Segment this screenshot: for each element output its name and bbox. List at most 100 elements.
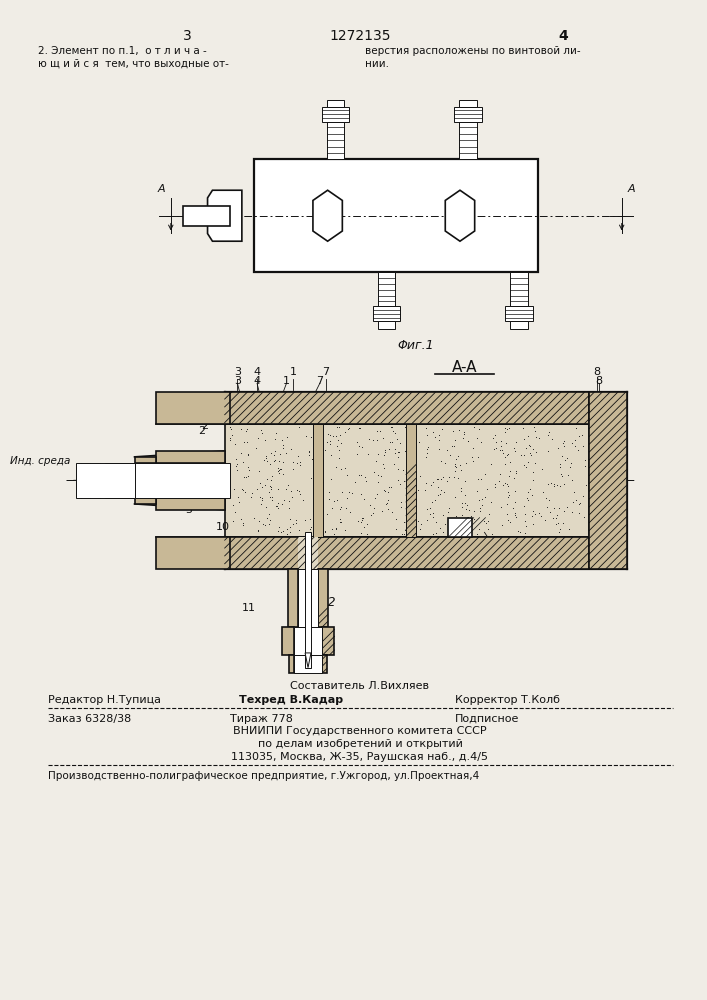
Point xyxy=(499,456,510,472)
Point xyxy=(371,486,382,502)
Bar xyxy=(505,306,532,321)
Point xyxy=(503,468,515,484)
Point xyxy=(341,490,352,506)
Point xyxy=(355,467,366,483)
Point xyxy=(243,462,255,478)
Bar xyxy=(448,518,472,537)
Point xyxy=(344,420,355,436)
Point xyxy=(230,436,241,452)
Point xyxy=(473,521,484,537)
Point xyxy=(503,487,515,503)
Point xyxy=(443,469,455,485)
Point xyxy=(225,432,236,448)
Point xyxy=(474,503,486,519)
Point xyxy=(493,473,504,489)
Bar xyxy=(134,498,156,504)
Point xyxy=(574,495,585,511)
Text: Составитель Л.Вихляев: Составитель Л.Вихляев xyxy=(291,681,429,691)
Point xyxy=(410,509,421,525)
Point xyxy=(480,515,491,531)
Point xyxy=(399,473,410,489)
Point xyxy=(319,523,330,539)
Text: 3: 3 xyxy=(234,376,241,386)
Point xyxy=(264,489,276,505)
Point xyxy=(510,509,522,525)
Point xyxy=(293,448,304,464)
Text: 4: 4 xyxy=(254,367,261,377)
Point xyxy=(252,522,264,538)
Bar xyxy=(322,627,334,655)
Point xyxy=(303,447,315,463)
Point xyxy=(499,449,510,465)
Point xyxy=(547,510,559,526)
Point xyxy=(500,424,511,440)
Point xyxy=(237,515,248,531)
Point xyxy=(354,420,365,436)
Point xyxy=(556,448,568,464)
Point xyxy=(456,495,467,511)
Point xyxy=(448,469,460,485)
Point xyxy=(407,465,418,481)
Point xyxy=(305,429,317,445)
Point xyxy=(334,511,346,527)
Point xyxy=(425,506,436,522)
Point xyxy=(520,525,531,541)
Point xyxy=(286,489,298,505)
Point xyxy=(502,506,513,522)
Point xyxy=(274,462,285,478)
Point xyxy=(552,515,563,531)
Point xyxy=(261,450,272,466)
Point xyxy=(406,508,417,524)
Point xyxy=(460,495,471,511)
Text: верстия расположены по винтовой ли-: верстия расположены по винтовой ли- xyxy=(365,46,580,56)
Point xyxy=(323,491,334,507)
Point xyxy=(299,512,310,528)
Text: 4: 4 xyxy=(254,376,261,386)
Point xyxy=(522,492,534,508)
Point xyxy=(521,490,532,506)
Point xyxy=(360,469,371,485)
Point xyxy=(522,454,533,470)
Point xyxy=(264,506,275,522)
Bar xyxy=(225,424,590,537)
Point xyxy=(278,454,289,470)
Point xyxy=(504,514,515,530)
Point xyxy=(392,449,404,465)
Point xyxy=(578,438,589,454)
Point xyxy=(427,526,438,542)
Point xyxy=(412,482,423,498)
Point xyxy=(288,454,299,470)
Point xyxy=(542,427,554,443)
Point xyxy=(287,461,298,477)
Point xyxy=(563,467,574,483)
Text: Корректор Т.Колб: Корректор Т.Колб xyxy=(455,695,560,705)
Bar xyxy=(590,392,626,569)
Point xyxy=(245,489,256,505)
Point xyxy=(360,473,371,489)
Point xyxy=(241,421,252,437)
Point xyxy=(293,419,305,435)
Point xyxy=(573,496,585,512)
Bar xyxy=(406,424,416,537)
Point xyxy=(269,443,281,459)
Point xyxy=(275,461,286,477)
Point xyxy=(505,463,516,479)
Point xyxy=(378,430,389,446)
Point xyxy=(266,492,277,508)
Point xyxy=(257,479,268,495)
Bar xyxy=(134,457,156,463)
Point xyxy=(528,419,539,435)
Point xyxy=(443,500,455,516)
Text: 113035, Москва, Ж-35, Раушская наб., д.4/5: 113035, Москва, Ж-35, Раушская наб., д.4… xyxy=(231,752,489,762)
Bar xyxy=(281,627,294,655)
Point xyxy=(566,435,578,451)
Bar xyxy=(373,306,400,321)
Point xyxy=(382,492,394,508)
Point xyxy=(281,481,292,497)
Point xyxy=(331,419,342,435)
Point xyxy=(503,484,514,500)
Point xyxy=(355,486,366,502)
Point xyxy=(243,468,254,484)
Point xyxy=(413,434,424,450)
Point xyxy=(501,435,512,451)
